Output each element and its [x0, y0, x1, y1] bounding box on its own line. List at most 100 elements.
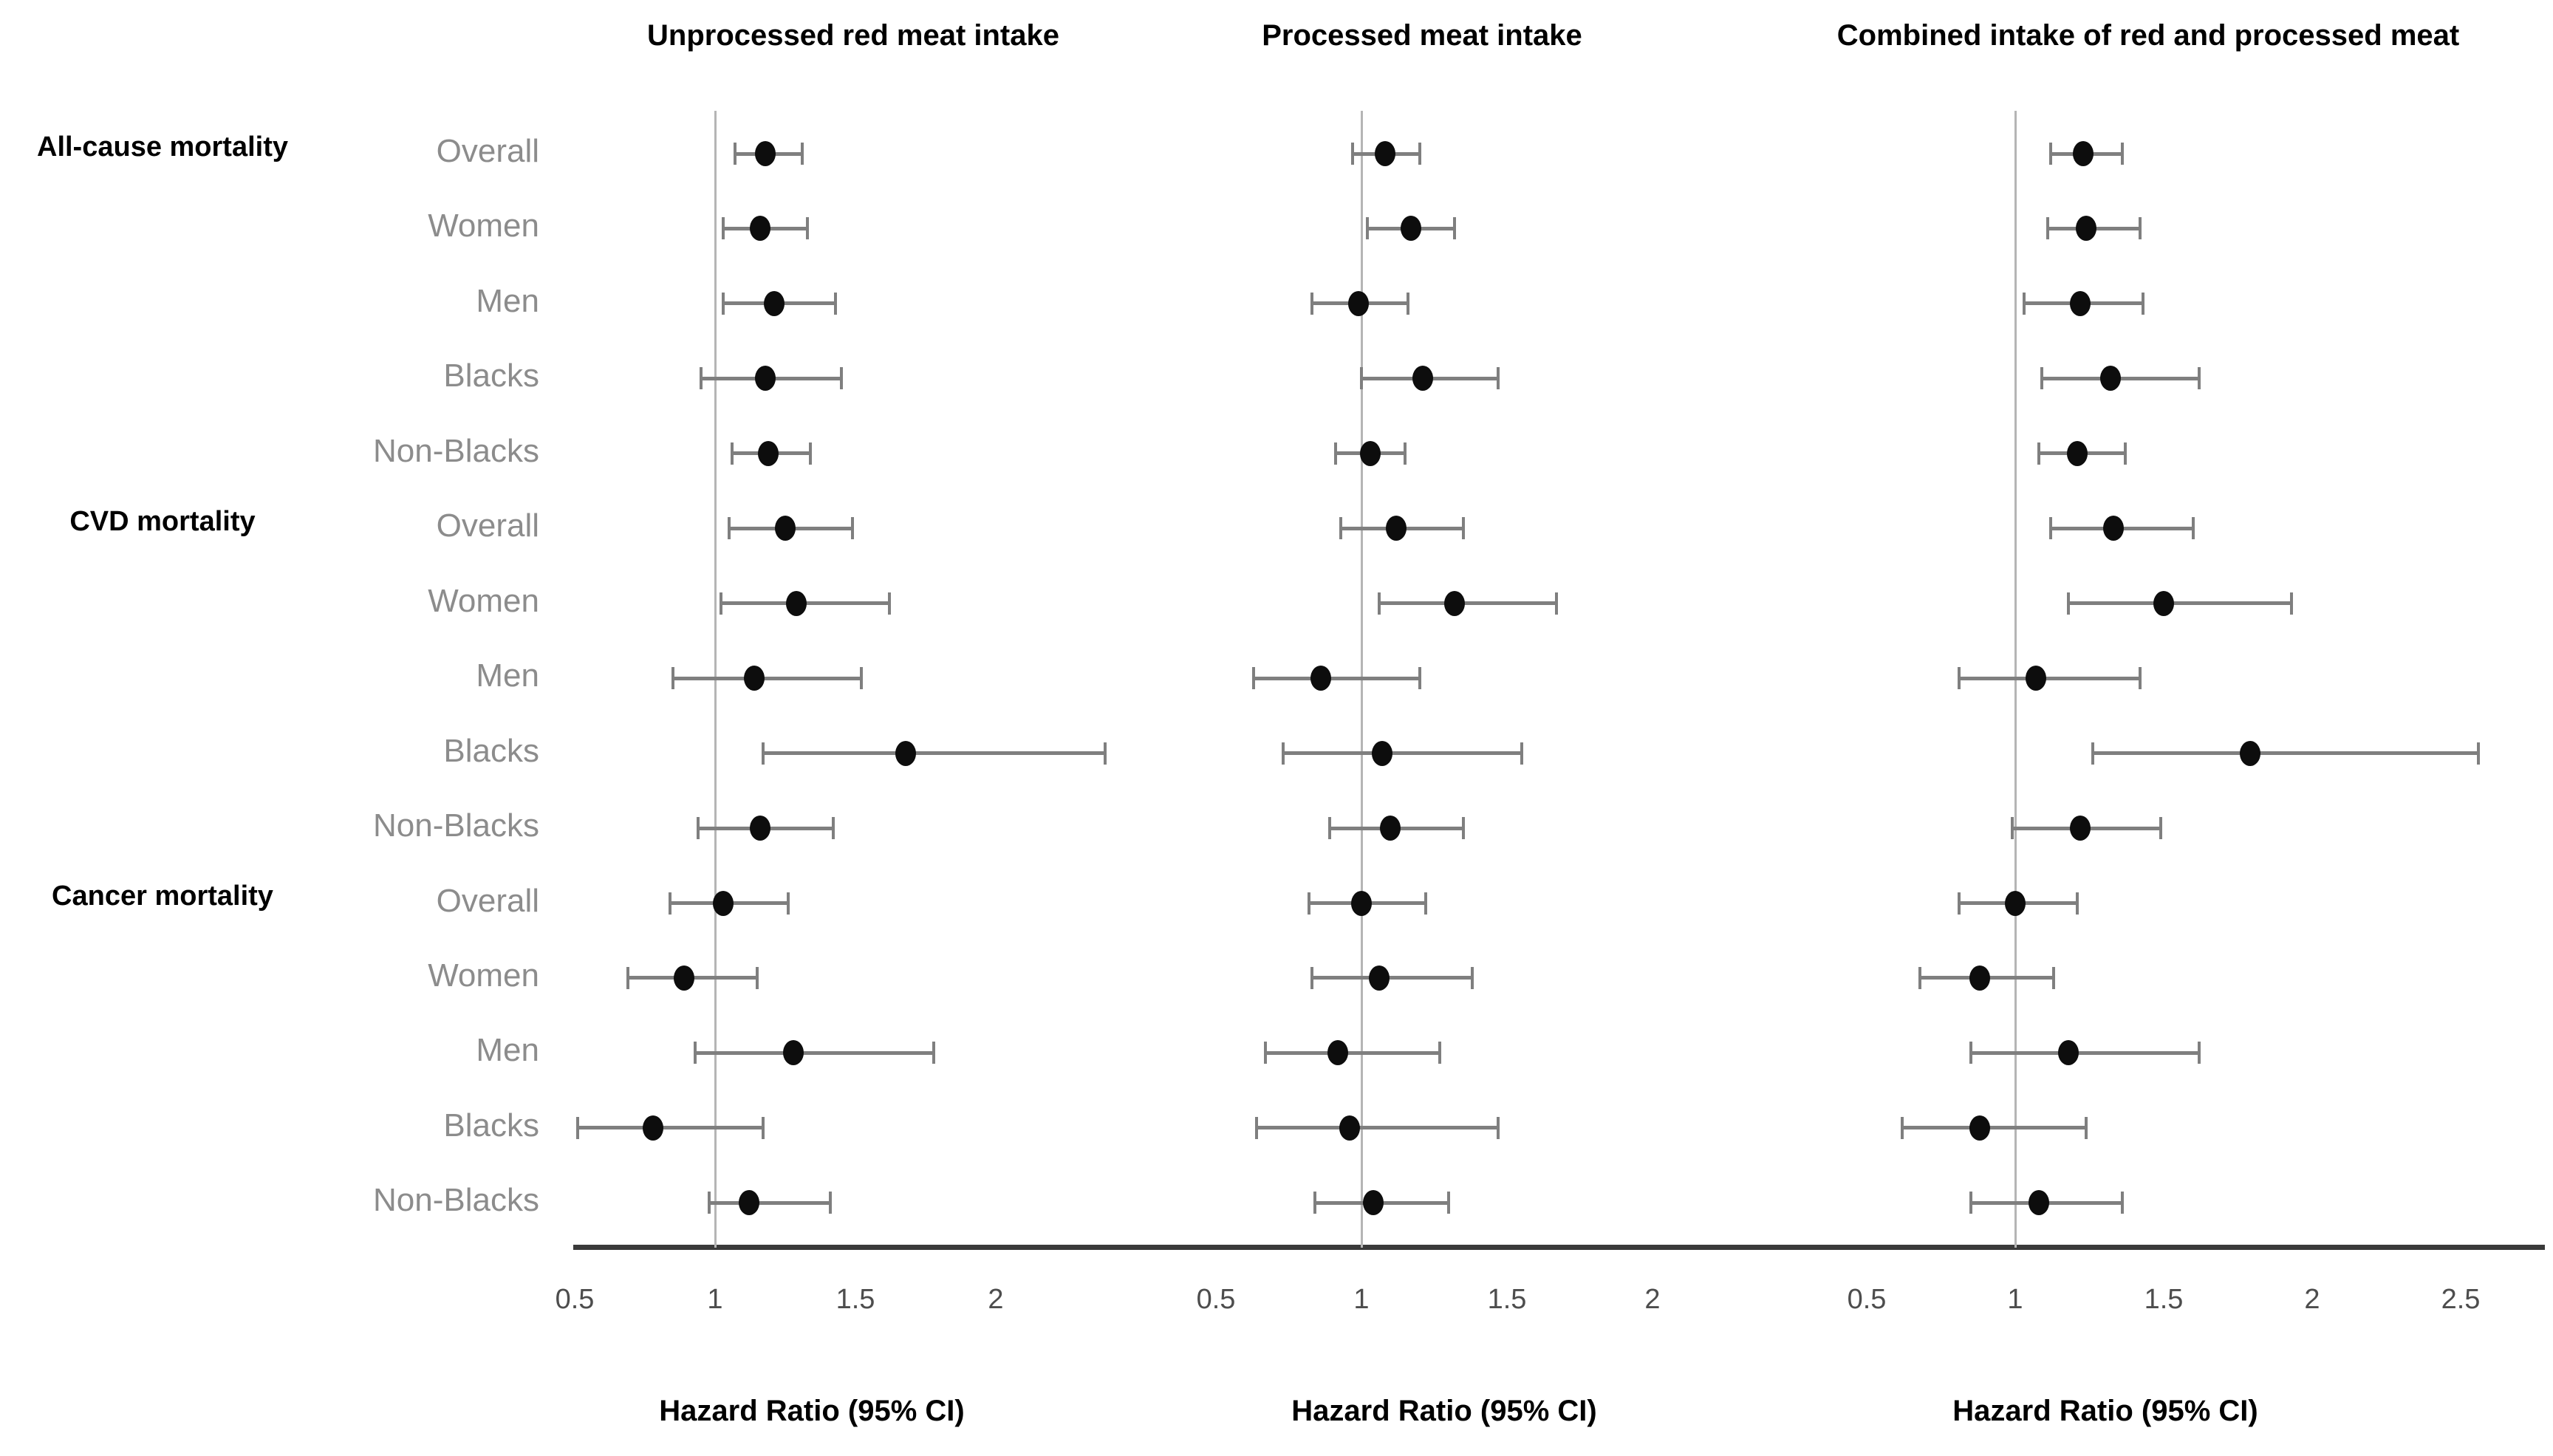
ci-cap-right: [786, 892, 790, 915]
point-estimate-dot: [1374, 141, 1395, 166]
ci-cap-left: [2040, 367, 2044, 390]
ci-cap-right: [1404, 442, 1407, 465]
ci-cap-left: [728, 517, 731, 540]
ci-bar: [2068, 601, 2291, 606]
x-axis-caption-processed: Hazard Ratio (95% CI): [1291, 1395, 1597, 1427]
point-estimate-dot: [1444, 590, 1466, 616]
panel-title-unprocessed: Unprocessed red meat intake: [647, 19, 1059, 52]
ci-cap-left: [1957, 892, 1961, 915]
ci-cap-left: [1263, 1042, 1267, 1064]
point-estimate-dot: [738, 1190, 759, 1216]
point-estimate-dot: [1969, 1115, 1990, 1141]
row-label: Blacks: [443, 358, 539, 394]
point-estimate-dot: [1371, 740, 1392, 766]
point-estimate-dot: [1969, 965, 1990, 991]
point-estimate-dot: [758, 440, 779, 466]
ci-bar: [1254, 676, 1420, 680]
ci-cap-left: [2091, 742, 2094, 765]
point-estimate-dot: [643, 1115, 664, 1141]
ci-cap-left: [730, 442, 734, 465]
ci-cap-right: [932, 1042, 936, 1064]
ci-bar: [695, 1050, 934, 1055]
tick-label: 1: [1353, 1284, 1370, 1315]
tick-label: 2: [988, 1284, 1004, 1315]
row-label: Overall: [436, 882, 539, 919]
ci-cap-right: [2138, 667, 2142, 690]
point-estimate-dot: [1359, 440, 1381, 466]
ci-cap-right: [831, 817, 835, 840]
ci-bar: [1958, 676, 2140, 680]
ci-cap-right: [1438, 1042, 1442, 1064]
point-estimate-dot: [2058, 1040, 2079, 1066]
point-estimate-dot: [1348, 290, 1370, 316]
ci-cap-right: [840, 367, 843, 390]
ci-cap-left: [575, 1116, 579, 1139]
tick-label: 0.5: [555, 1284, 595, 1315]
point-estimate-dot: [1362, 1190, 1384, 1216]
ci-bar: [1970, 1050, 2200, 1055]
row-label: Blacks: [443, 732, 539, 769]
ci-cap-right: [2198, 1042, 2201, 1064]
point-estimate-dot: [2073, 141, 2094, 166]
ci-cap-right: [1424, 892, 1427, 915]
ci-bar: [2092, 751, 2479, 756]
ci-cap-left: [722, 292, 725, 315]
ci-cap-left: [1281, 742, 1285, 765]
row-label: Non-Blacks: [373, 432, 539, 469]
ci-bar: [1257, 1126, 1499, 1130]
ci-bar: [1282, 751, 1522, 756]
point-estimate-dot: [1327, 1040, 1349, 1066]
ci-cap-right: [2477, 742, 2481, 765]
point-estimate-dot: [786, 590, 807, 616]
row-label: Overall: [436, 133, 539, 169]
point-estimate-dot: [674, 965, 695, 991]
ci-cap-left: [1313, 1192, 1316, 1214]
point-estimate-dot: [755, 366, 776, 392]
point-estimate-dot: [1310, 666, 1331, 691]
ci-cap-left: [694, 1042, 697, 1064]
ci-bar: [1265, 1050, 1440, 1055]
point-estimate-dot: [1386, 516, 1407, 541]
ci-cap-left: [2067, 592, 2071, 615]
ci-cap-right: [887, 592, 891, 615]
ci-cap-left: [1308, 892, 1311, 915]
point-estimate-dot: [749, 216, 770, 242]
point-estimate-dot: [1380, 816, 1401, 841]
ci-cap-right: [1554, 592, 1558, 615]
ci-bar: [709, 1200, 830, 1205]
group-label-cvd-mortality: CVD mortality: [69, 506, 256, 537]
ci-cap-left: [1377, 592, 1381, 615]
ci-cap-left: [708, 1192, 711, 1214]
point-estimate-dot: [744, 666, 765, 691]
ci-cap-left: [671, 667, 674, 690]
ci-cap-left: [1901, 1116, 1904, 1139]
row-label: Women: [428, 208, 539, 245]
point-estimate-dot: [713, 890, 734, 916]
ci-cap-right: [809, 442, 813, 465]
ci-cap-right: [1461, 817, 1465, 840]
ci-cap-left: [1918, 966, 1922, 989]
point-estimate-dot: [1400, 216, 1421, 242]
ci-cap-left: [1969, 1042, 1972, 1064]
ci-cap-left: [2023, 292, 2026, 315]
point-estimate-dot: [2239, 740, 2260, 766]
ci-cap-right: [1461, 517, 1465, 540]
point-estimate-dot: [2070, 290, 2091, 316]
point-estimate-dot: [2102, 516, 2124, 541]
point-estimate-dot: [2067, 440, 2088, 466]
ci-cap-right: [2159, 817, 2162, 840]
tick-label: 0.5: [1847, 1284, 1887, 1315]
ci-cap-left: [2049, 517, 2053, 540]
ci-cap-left: [2046, 217, 2050, 240]
ci-cap-left: [1339, 517, 1343, 540]
ci-cap-right: [2120, 143, 2124, 165]
point-estimate-dot: [1339, 1115, 1361, 1141]
point-estimate-dot: [1412, 366, 1433, 392]
ci-bar: [2042, 376, 2200, 380]
ci-cap-left: [761, 742, 765, 765]
point-estimate-dot: [2153, 590, 2174, 616]
row-label: Blacks: [443, 1107, 539, 1144]
ci-cap-left: [722, 217, 725, 240]
ci-cap-right: [851, 517, 855, 540]
